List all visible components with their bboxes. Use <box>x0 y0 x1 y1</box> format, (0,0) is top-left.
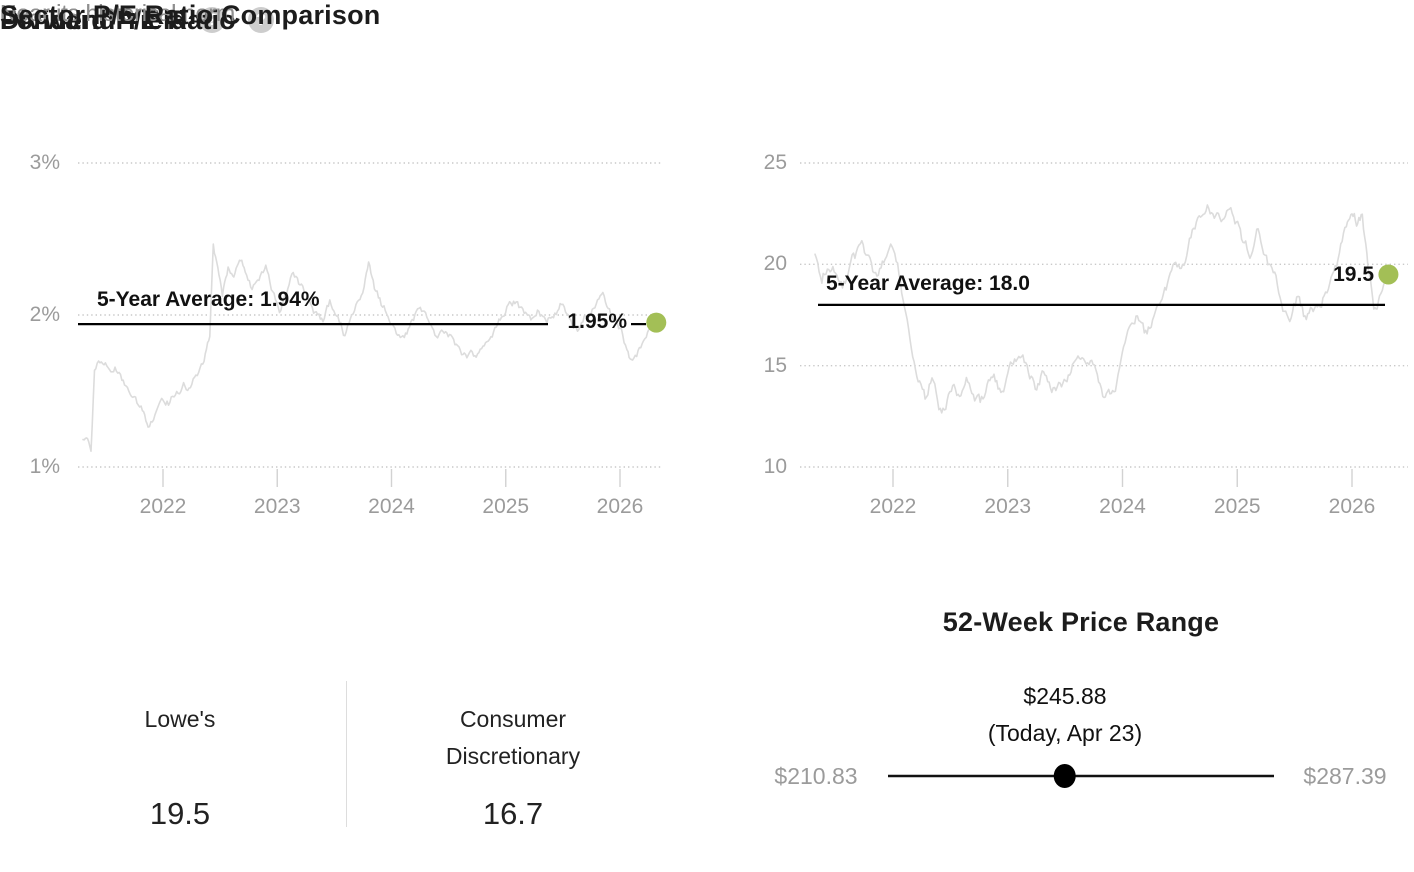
forward-pe-title: Forward P/E Ratio <box>0 4 236 35</box>
help-icon[interactable]: ? <box>247 7 274 33</box>
column-divider <box>346 681 347 827</box>
series-line <box>814 204 1388 414</box>
x-axis-tick-label: 2024 <box>368 495 415 518</box>
y-axis-tick-label: 2% <box>29 303 60 326</box>
x-axis-tick-label: 2025 <box>1213 495 1261 518</box>
y-axis-tick-label: 10 <box>763 455 787 478</box>
forward-pe-current-value-label: 19.5 <box>1333 263 1374 286</box>
current-price-date: (Today, Apr 23) <box>987 720 1143 746</box>
y-axis-tick-label: 3% <box>29 151 60 174</box>
sector-pe-value: 16.7 <box>482 796 544 831</box>
sector-comparison-title: Sector P/E Ratio Comparison <box>0 0 381 30</box>
forward-pe-header: Forward P/E Ratio ? <box>0 0 274 40</box>
x-axis-tick-label: 2022 <box>139 495 187 518</box>
forward-pe-subtitle: Near its historical norm <box>0 0 236 26</box>
company-pe-value: 19.5 <box>149 796 211 831</box>
dividend-yield-title: Dividend Yield <box>0 4 188 35</box>
series-line <box>82 243 656 452</box>
y-axis-tick-label: 1% <box>29 455 60 478</box>
y-axis-tick-label: 15 <box>763 353 787 377</box>
dividend-average-label: 5-Year Average: 1.94% <box>97 288 320 311</box>
dividend-yield-header: Dividend Yield ? <box>0 0 226 40</box>
sector-name: Consumer Discretionary <box>445 706 581 769</box>
current-price: $245.88 <box>1023 683 1107 709</box>
x-axis-tick-label: 2025 <box>482 495 530 518</box>
x-axis-tick-label: 2023 <box>253 495 301 518</box>
y-axis-tick-label: 25 <box>763 151 787 174</box>
x-axis-tick-label: 2024 <box>1099 495 1146 518</box>
x-axis-tick-label: 2023 <box>984 495 1032 518</box>
range-low-label: $210.83 <box>774 763 858 789</box>
range-slider-dot <box>1053 764 1076 788</box>
dividend-yield-subtitle: Near its historical norm <box>0 0 236 26</box>
x-axis-tick-label: 2026 <box>1328 495 1376 518</box>
y-axis-tick-label: 20 <box>763 252 787 276</box>
price-range-title: 52-Week Price Range <box>942 607 1220 637</box>
x-axis-tick-label: 2022 <box>869 495 917 518</box>
company-name: Lowe's <box>144 706 216 732</box>
range-high-label: $287.39 <box>1303 763 1387 789</box>
current-value-dot <box>646 312 667 333</box>
x-axis-tick-label: 2026 <box>596 495 644 518</box>
help-icon[interactable]: ? <box>199 7 226 33</box>
dividend-current-value-label: 1.95% <box>567 310 627 333</box>
forward-pe-average-label: 5-Year Average: 18.0 <box>826 272 1030 295</box>
current-value-dot <box>1378 264 1399 285</box>
